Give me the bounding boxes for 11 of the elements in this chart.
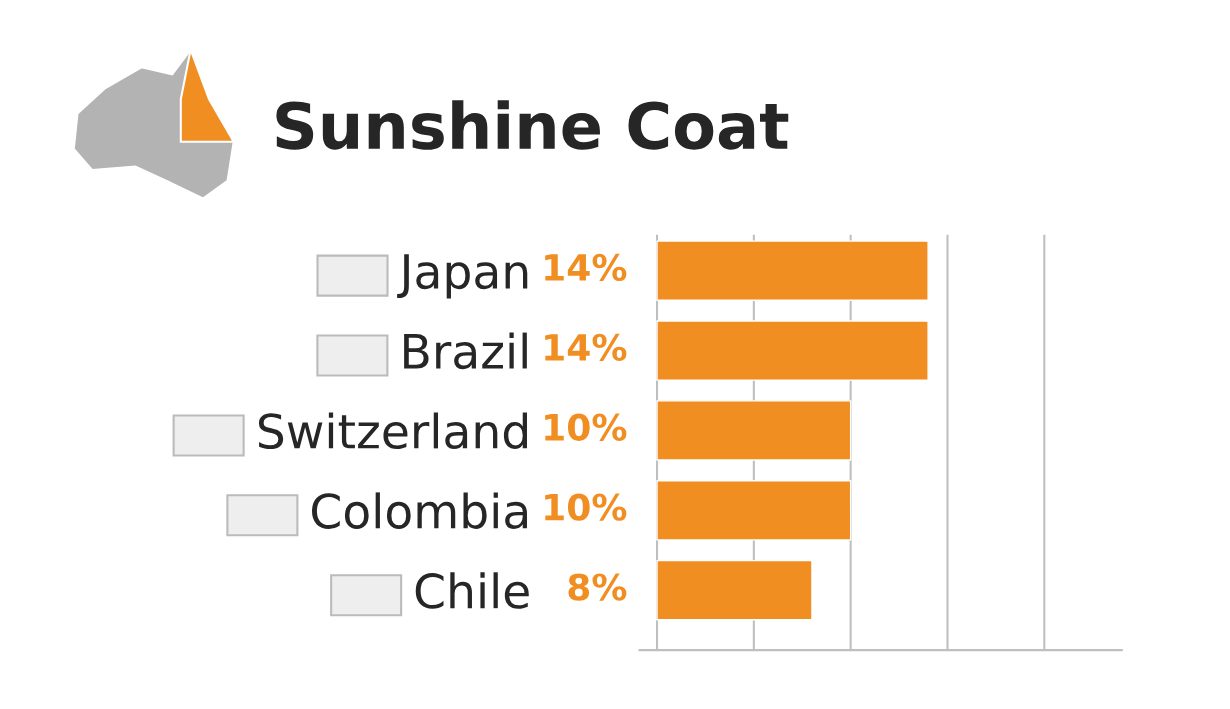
y-tick-label: Switzerland — [258, 412, 527, 450]
data-label: 10% — [545, 493, 627, 521]
data-label: 8% — [568, 573, 627, 601]
y-tick-label: Colombia — [312, 492, 527, 529]
chart-title: Sunshine Coat — [276, 100, 789, 150]
data-label: 14% — [545, 333, 627, 362]
y-tick-label: Japan — [397, 254, 528, 299]
y-tick-label: Chile — [415, 572, 529, 609]
data-label: 10% — [545, 413, 627, 441]
data-label: 14% — [545, 253, 627, 282]
y-tick-label: Brazil — [404, 332, 527, 370]
